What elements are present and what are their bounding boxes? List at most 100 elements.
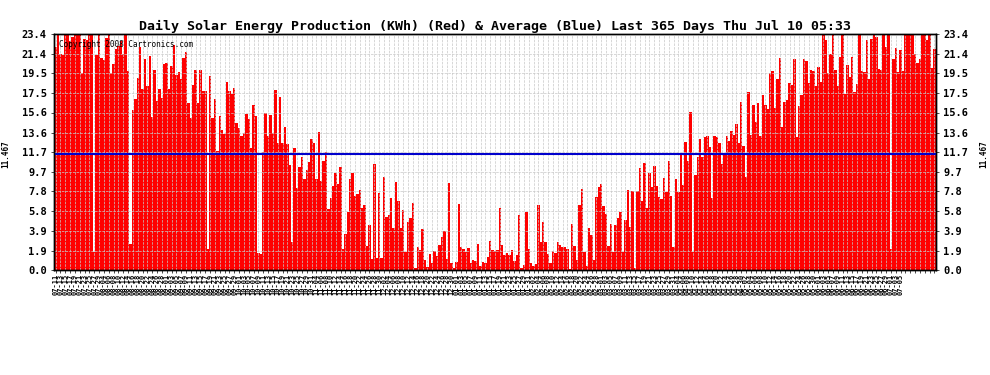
Bar <box>573 246 576 270</box>
Bar <box>308 162 310 270</box>
Bar <box>501 245 504 270</box>
Bar <box>568 269 571 270</box>
Bar <box>875 37 877 270</box>
Bar <box>749 135 752 270</box>
Bar <box>907 31 909 270</box>
Bar <box>69 41 71 270</box>
Bar <box>254 116 257 270</box>
Bar <box>653 166 655 270</box>
Bar <box>839 57 842 270</box>
Bar <box>243 133 246 270</box>
Bar <box>427 267 429 270</box>
Bar <box>551 251 554 270</box>
Bar <box>919 59 921 270</box>
Bar <box>800 95 803 270</box>
Bar <box>706 136 709 270</box>
Bar <box>419 250 422 270</box>
Bar <box>134 99 137 270</box>
Bar <box>76 30 78 270</box>
Bar <box>791 86 793 270</box>
Bar <box>190 118 192 270</box>
Bar <box>431 263 434 270</box>
Bar <box>306 170 308 270</box>
Bar <box>279 97 281 270</box>
Bar <box>373 164 375 270</box>
Bar <box>723 153 726 270</box>
Bar <box>830 54 832 270</box>
Bar <box>620 212 622 270</box>
Bar <box>556 242 559 270</box>
Bar <box>736 124 738 270</box>
Bar <box>424 260 427 270</box>
Bar <box>667 161 670 270</box>
Bar <box>54 47 56 270</box>
Bar <box>499 208 501 270</box>
Bar <box>439 245 441 270</box>
Bar <box>899 50 902 270</box>
Bar <box>397 201 400 270</box>
Bar <box>117 45 120 270</box>
Bar <box>521 268 523 270</box>
Bar <box>194 70 197 270</box>
Text: Copyright 2008 Cartronics.com: Copyright 2008 Cartronics.com <box>58 40 193 49</box>
Bar <box>489 241 491 270</box>
Bar <box>508 255 511 270</box>
Bar <box>342 249 345 270</box>
Bar <box>86 40 88 270</box>
Bar <box>110 73 113 270</box>
Bar <box>284 127 286 270</box>
Bar <box>199 70 202 270</box>
Bar <box>530 263 533 270</box>
Bar <box>897 72 899 270</box>
Bar <box>452 268 455 270</box>
Bar <box>860 72 863 270</box>
Bar <box>644 163 645 270</box>
Bar <box>246 114 248 270</box>
Bar <box>142 89 144 270</box>
Bar <box>313 142 315 270</box>
Bar <box>74 30 76 270</box>
Text: 11.467: 11.467 <box>2 140 11 168</box>
Bar <box>887 30 890 270</box>
Bar <box>711 198 714 270</box>
Bar <box>504 255 506 270</box>
Bar <box>846 65 848 270</box>
Bar <box>766 110 769 270</box>
Bar <box>738 144 740 270</box>
Bar <box>714 136 716 270</box>
Bar <box>916 63 919 270</box>
Bar <box>330 198 332 270</box>
Bar <box>236 123 238 270</box>
Bar <box>682 185 684 270</box>
Bar <box>366 246 368 270</box>
Bar <box>147 86 148 270</box>
Bar <box>139 47 142 270</box>
Bar <box>740 102 742 270</box>
Bar <box>182 58 185 270</box>
Bar <box>271 132 274 270</box>
Bar <box>115 49 117 270</box>
Bar <box>771 71 774 270</box>
Bar <box>842 35 843 270</box>
Bar <box>506 253 508 270</box>
Bar <box>516 255 518 270</box>
Bar <box>848 76 851 270</box>
Bar <box>699 139 701 270</box>
Bar <box>441 237 444 270</box>
Bar <box>209 76 211 270</box>
Bar <box>776 79 779 270</box>
Bar <box>214 99 216 270</box>
Bar <box>721 164 723 270</box>
Bar <box>484 263 486 270</box>
Bar <box>880 70 882 270</box>
Bar <box>528 249 530 270</box>
Bar <box>904 30 907 270</box>
Bar <box>465 252 467 270</box>
Bar <box>595 197 598 270</box>
Bar <box>624 220 627 270</box>
Bar <box>670 196 672 270</box>
Bar <box>561 248 563 270</box>
Bar <box>233 88 236 270</box>
Bar <box>610 224 612 270</box>
Bar <box>296 188 298 270</box>
